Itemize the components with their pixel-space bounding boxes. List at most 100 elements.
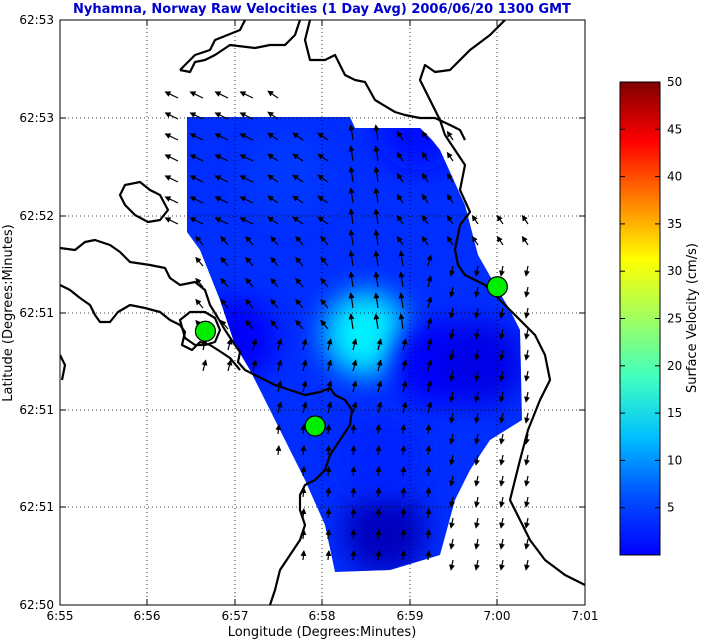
velocity-arrow — [446, 235, 454, 246]
colorbar-tick-label: 10 — [667, 453, 682, 467]
y-axis-ticks: 62:50 62:51 62:51 62:51 62:52 62:53 62:53 — [19, 13, 585, 612]
velocity-arrow — [292, 153, 304, 162]
velocity-arrow — [396, 214, 404, 225]
velocity-arrow — [426, 317, 433, 330]
velocity-arrow — [220, 277, 229, 288]
velocity-arrow — [449, 370, 455, 382]
velocity-arrow — [275, 424, 282, 435]
velocity-arrow — [351, 338, 358, 351]
velocity-arrow — [426, 359, 433, 372]
velocity-arrow — [396, 172, 404, 183]
velocity-arrow — [474, 349, 480, 361]
velocity-arrow — [474, 496, 480, 508]
velocity-arrow — [195, 298, 204, 309]
velocity-arrow — [189, 154, 204, 162]
velocity-arrow — [499, 328, 505, 340]
velocity-arrow — [301, 401, 308, 414]
velocity-arrow — [317, 174, 329, 183]
velocity-arrow — [373, 187, 380, 204]
velocity-arrow — [474, 286, 480, 298]
velocity-arrow — [348, 208, 355, 225]
velocity-arrow — [245, 235, 254, 246]
velocity-arrow — [267, 195, 279, 204]
x-tick-label: 6:55 — [47, 609, 74, 623]
velocity-arrow — [449, 265, 455, 277]
velocity-arrow — [292, 195, 304, 204]
velocity-arrow — [449, 517, 455, 529]
velocity-arrow — [348, 166, 355, 183]
velocity-arrow — [351, 401, 358, 414]
coastline-segment — [179, 20, 302, 74]
velocity-arrow — [496, 214, 504, 225]
velocity-vectors — [164, 90, 530, 571]
velocity-arrow — [214, 91, 229, 99]
velocity-arrow — [189, 112, 204, 120]
velocity-arrow — [300, 466, 307, 477]
x-tick-label: 6:57 — [222, 609, 249, 623]
velocity-arrow — [426, 296, 433, 309]
velocity-arrow — [214, 175, 229, 183]
velocity-arrow — [276, 380, 283, 393]
speed-patch — [342, 490, 427, 572]
velocity-arrow — [292, 174, 304, 183]
velocity-arrow — [425, 466, 432, 477]
velocity-arrow — [239, 91, 254, 99]
velocity-arrow — [270, 298, 279, 309]
velocity-arrow — [449, 454, 455, 466]
velocity-arrow — [164, 154, 179, 162]
coastline-segment — [178, 310, 222, 347]
velocity-arrow — [471, 214, 479, 225]
velocity-arrow — [195, 277, 204, 288]
velocity-arrow — [239, 196, 254, 204]
velocity-arrow — [396, 130, 404, 141]
velocity-arrow — [189, 196, 204, 204]
velocity-arrow — [267, 111, 279, 120]
velocity-arrow — [350, 529, 357, 540]
velocity-arrow — [499, 370, 505, 382]
y-tick-label: 62:51 — [19, 306, 54, 320]
velocity-arrow — [449, 328, 455, 340]
velocity-arrow — [326, 401, 333, 414]
colorbar — [619, 81, 661, 556]
velocity-arrow — [396, 151, 404, 162]
velocity-arrow — [524, 517, 530, 529]
velocity-arrow — [267, 132, 279, 141]
velocity-arrow — [398, 250, 405, 267]
y-tick-label: 62:52 — [19, 209, 54, 223]
velocity-arrow — [220, 319, 229, 330]
velocity-arrow — [524, 328, 530, 340]
velocity-arrow — [245, 256, 254, 267]
velocity-arrow — [351, 359, 358, 372]
velocity-arrow — [326, 338, 333, 351]
velocity-arrow — [446, 151, 454, 162]
velocity-arrow — [325, 445, 332, 456]
velocity-arrow — [195, 235, 204, 246]
velocity-arrow — [400, 424, 407, 435]
velocity-arrow — [320, 319, 329, 330]
velocity-arrow — [449, 496, 455, 508]
velocity-arrow — [300, 487, 307, 498]
velocity-arrow — [499, 454, 505, 466]
velocity-arrow — [245, 298, 254, 309]
velocity-arrow — [375, 508, 382, 519]
velocity-arrow — [426, 380, 433, 393]
velocity-arrow — [398, 313, 405, 330]
velocity-arrow — [521, 214, 529, 225]
velocity-arrow — [320, 235, 329, 246]
velocity-arrow — [214, 112, 229, 120]
chart-title: Nyhamna, Norway Raw Velocities (1 Day Av… — [73, 2, 571, 17]
velocity-arrow — [376, 359, 383, 372]
velocity-arrow — [251, 359, 258, 372]
velocity-arrow — [474, 538, 480, 550]
velocity-arrow — [348, 145, 355, 162]
velocity-arrow — [300, 424, 307, 435]
velocity-arrow — [474, 391, 480, 403]
velocity-arrow — [375, 445, 382, 456]
velocity-arrow — [375, 550, 382, 561]
velocity-arrow — [375, 466, 382, 477]
velocity-arrow — [474, 559, 480, 571]
velocity-arrow — [400, 445, 407, 456]
velocity-arrow — [474, 433, 480, 445]
velocity-arrow — [317, 153, 329, 162]
velocity-arrow — [398, 271, 405, 288]
